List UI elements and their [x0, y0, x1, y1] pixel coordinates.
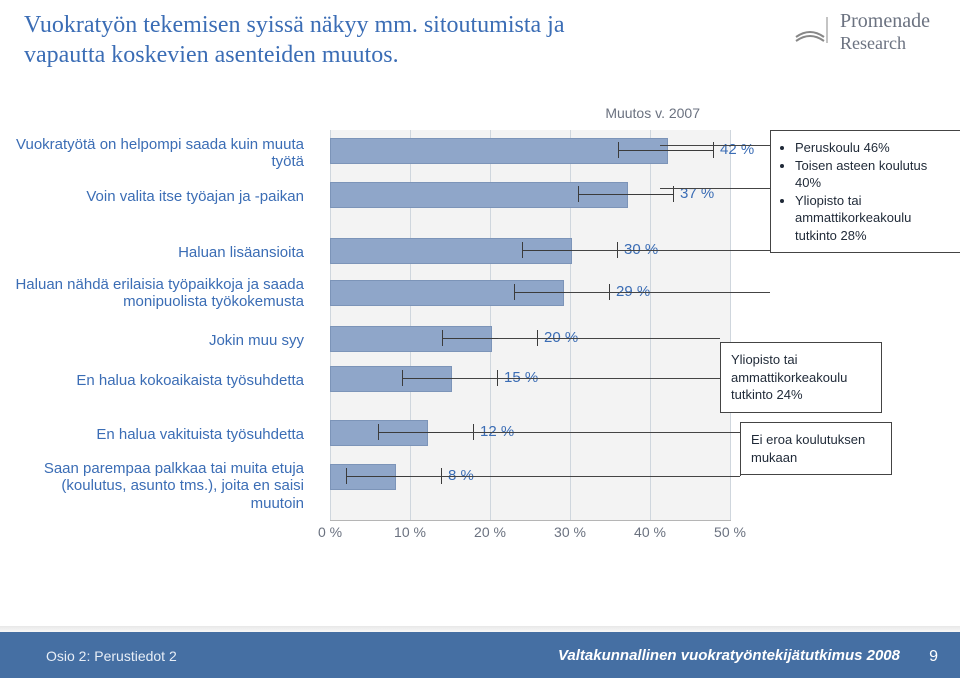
logo-text: Promenade Research	[840, 10, 930, 54]
x-tick-label: 30 %	[540, 524, 600, 550]
callout-list: Peruskoulu 46% Toisen asteen koulutus 40…	[781, 139, 951, 244]
value-label: 42 %	[720, 141, 754, 158]
row-label: Voin valita itse työajan ja -paikan	[14, 188, 304, 205]
footer-left: Osio 2: Perustiedot 2	[46, 648, 177, 664]
error-bar	[618, 138, 714, 162]
callout-item: Toisen asteen koulutus 40%	[795, 157, 951, 192]
error-bar	[578, 182, 674, 206]
callout-item: Yliopisto tai ammattikorkeakoulu tutkint…	[795, 192, 951, 245]
x-tick-label: 40 %	[620, 524, 680, 550]
callout-connector	[410, 476, 740, 477]
logo-line2: Research	[840, 33, 930, 54]
row-label: En halua vakituista työsuhdetta	[14, 426, 304, 443]
callout-connector	[660, 188, 780, 189]
callout-connector	[440, 432, 740, 433]
callout-connector	[660, 145, 780, 146]
callout-item: Peruskoulu 46%	[795, 139, 951, 157]
logo-mark-icon	[792, 15, 828, 50]
row-label: Vuokratyötä on helpompi saada kuin muuta…	[14, 136, 304, 171]
row-label: Jokin muu syy	[14, 332, 304, 349]
logo-line1: Promenade	[840, 10, 930, 33]
callout-text: Yliopisto tai ammattikorkeakoulu tutkint…	[731, 352, 847, 402]
muutos-label: Muutos v. 2007	[605, 105, 700, 121]
callout-note: Ei eroa koulutuksen mukaan	[740, 422, 892, 475]
page-number: 9	[929, 648, 938, 666]
x-tick-label: 50 %	[700, 524, 760, 550]
row-label: Saan parempaa palkkaa tai muita etuja (k…	[14, 460, 304, 512]
row-label: Haluan nähdä erilaisia työpaikkoja ja sa…	[14, 276, 304, 311]
row-label: Haluan lisäansioita	[14, 244, 304, 261]
callout-text: Ei eroa koulutuksen mukaan	[751, 432, 865, 465]
callout-connector	[498, 338, 720, 339]
plot-area: 0 %10 %20 %30 %40 %50 % 42 %37 %30 %29 %…	[330, 130, 730, 550]
callout-note: Yliopisto tai ammattikorkeakoulu tutkint…	[720, 342, 882, 413]
footer-right: Valtakunnallinen vuokratyöntekijätutkimu…	[558, 647, 900, 664]
callout-connector	[572, 250, 770, 251]
row-label: En halua kokoaikaista työsuhdetta	[14, 372, 304, 389]
callout-connector	[452, 378, 720, 379]
callout-connector	[565, 292, 770, 293]
x-tick-label: 10 %	[380, 524, 440, 550]
logo: Promenade Research	[792, 10, 930, 54]
page-title: Vuokratyön tekemisen syissä näkyy mm. si…	[24, 10, 584, 70]
callout-note: Peruskoulu 46% Toisen asteen koulutus 40…	[770, 130, 960, 253]
x-tick-label: 0 %	[300, 524, 360, 550]
page: Vuokratyön tekemisen syissä näkyy mm. si…	[0, 0, 960, 678]
x-tick-label: 20 %	[460, 524, 520, 550]
